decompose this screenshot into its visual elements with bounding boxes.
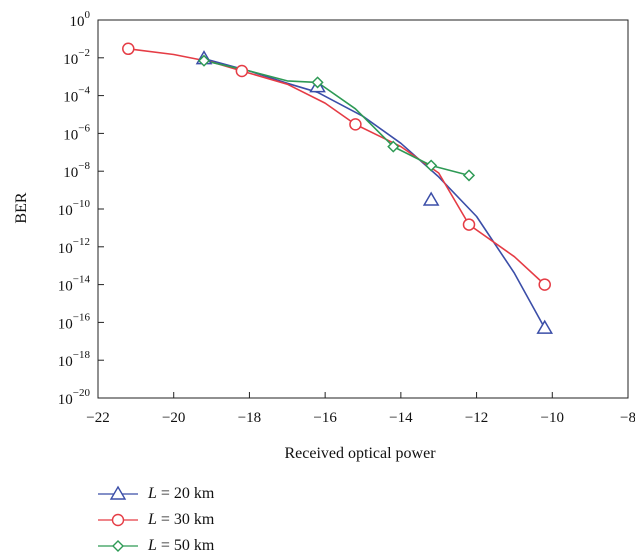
series-markers: [122, 42, 554, 334]
x-tick-label: −22: [86, 410, 109, 426]
y-axis-title: BER: [13, 192, 30, 223]
x-tick-label: −16: [313, 410, 337, 426]
y-tick-label: 10−18: [58, 349, 91, 370]
legend-value: = 50 km: [156, 537, 215, 554]
y-tick-label: 10−16: [58, 311, 91, 332]
x-tick-label: −14: [389, 410, 413, 426]
y-tick-label: 100: [70, 9, 91, 30]
legend-value: = 30 km: [156, 511, 215, 528]
y-tick-label: 10−10: [58, 198, 91, 219]
series-line-0: [203, 57, 546, 329]
legend-item-30km: L = 30 km: [96, 507, 214, 533]
x-tick-label: −20: [162, 410, 185, 426]
y-tick-label: 10−20: [58, 387, 91, 408]
triangle-marker-icon: [98, 485, 138, 500]
circle-marker-icon: [98, 513, 138, 527]
diamond-marker-icon: [98, 540, 138, 552]
y-tick-label: 10−4: [63, 85, 90, 106]
diamond-marker: [462, 169, 476, 182]
plot-area-border: [97, 19, 629, 399]
legend-label: L = 50 km: [148, 537, 214, 555]
x-axis-title: Received optical power: [284, 445, 436, 462]
x-tick-label: −12: [465, 410, 488, 426]
y-tick-label: 10−6: [63, 122, 90, 143]
legend-label: L = 20 km: [148, 485, 214, 503]
legend-value: = 20 km: [156, 485, 215, 502]
legend-variable: L: [148, 537, 157, 554]
y-tick-label: 10−14: [58, 274, 91, 295]
triangle-marker: [422, 191, 440, 206]
legend: L = 20 km L = 30 km L = 50 km: [96, 481, 214, 559]
circle-marker: [122, 42, 135, 56]
x-tick-label: −18: [238, 410, 261, 426]
circle-marker: [235, 64, 249, 78]
circle-marker: [349, 118, 362, 131]
axis-ticks: −22 −20 −18 −16 −14 −12 −10 −8 100 10−2 10−4 10−6 10…: [58, 9, 635, 426]
circle-marker: [538, 278, 551, 291]
y-tick-label: 10−12: [58, 236, 90, 257]
legend-item-50km: L = 50 km: [96, 533, 214, 559]
series-curves: [128, 48, 546, 329]
x-tick-label: −10: [541, 410, 564, 426]
plot-frame: [97, 19, 629, 399]
series-line-1: [128, 48, 546, 286]
diamond-marker: [387, 140, 400, 153]
legend-variable: L: [148, 511, 157, 528]
diamond-marker: [197, 54, 211, 67]
ber-chart: −22 −20 −18 −16 −14 −12 −10 −8 100 10−2 10−4 10−6 10…: [13, 9, 635, 462]
y-tick-label: 10−8: [63, 160, 90, 181]
legend-item-20km: L = 20 km: [96, 481, 214, 507]
diamond-marker: [425, 159, 438, 172]
x-tick-label: −8: [620, 410, 635, 426]
y-tick-label: 10−2: [63, 47, 90, 68]
legend-variable: L: [148, 485, 157, 502]
diamond-marker: [311, 76, 324, 89]
legend-label: L = 30 km: [148, 511, 214, 529]
triangle-marker: [536, 319, 554, 334]
series-line-2: [203, 59, 470, 177]
circle-marker: [462, 218, 476, 231]
